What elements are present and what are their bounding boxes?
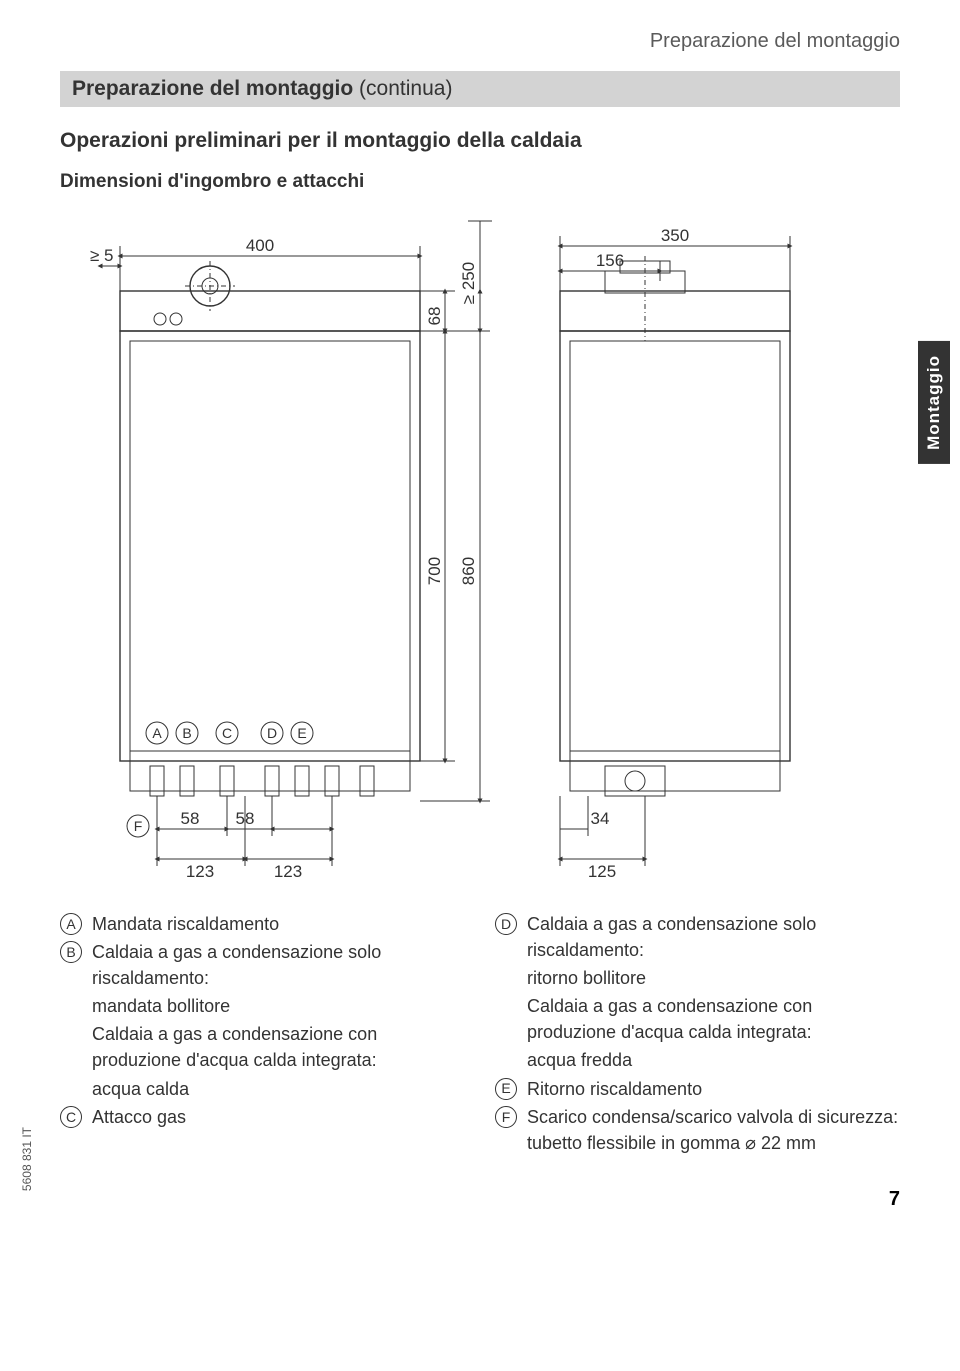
section-heading: Operazioni preliminari per il montaggio … xyxy=(60,129,900,153)
legend-letter: D xyxy=(495,913,517,935)
header-breadcrumb: Preparazione del montaggio xyxy=(60,30,900,53)
svg-text:125: 125 xyxy=(588,862,616,881)
legend-item: D Caldaia a gas a condensazione solo risc… xyxy=(495,911,900,963)
svg-text:≥ 5: ≥ 5 xyxy=(90,246,114,265)
legend-item: Caldaia a gas a condensazione con produz… xyxy=(495,993,900,1045)
legend-text: Caldaia a gas a condensazione con produz… xyxy=(92,1021,465,1073)
legend-item: acqua calda xyxy=(60,1076,465,1102)
legend-letter: E xyxy=(495,1078,517,1100)
legend-col-left: A Mandata riscaldamento B Caldaia a gas a c… xyxy=(60,911,465,1158)
legend-text: Ritorno riscaldamento xyxy=(527,1076,900,1102)
svg-text:D: D xyxy=(267,725,277,741)
svg-text:123: 123 xyxy=(186,862,214,881)
dimension-diagram: Montaggio xyxy=(60,211,900,891)
svg-text:350: 350 xyxy=(661,226,689,245)
subheading: Dimensioni d'ingombro e attacchi xyxy=(60,171,900,193)
legend-col-right: D Caldaia a gas a condensazione solo risc… xyxy=(495,911,900,1158)
svg-text:34: 34 xyxy=(591,809,610,828)
legend-item: acqua fredda xyxy=(495,1047,900,1073)
legend-text: Scarico condensa/scarico valvola di sicu… xyxy=(527,1104,900,1156)
legend-item: A Mandata riscaldamento xyxy=(60,911,465,937)
svg-text:58: 58 xyxy=(181,809,200,828)
svg-text:A: A xyxy=(152,725,162,741)
side-tab-montaggio: Montaggio xyxy=(918,341,950,464)
svg-text:B: B xyxy=(182,725,191,741)
legend-letter: A xyxy=(60,913,82,935)
svg-text:E: E xyxy=(297,725,306,741)
legend-item: mandata bollitore xyxy=(60,993,465,1019)
legend-text: acqua calda xyxy=(92,1076,465,1102)
legend-item: C Attacco gas xyxy=(60,1104,465,1130)
svg-text:123: 123 xyxy=(274,862,302,881)
legend-letter: C xyxy=(60,1106,82,1128)
legend-letter: F xyxy=(495,1106,517,1128)
legend-text: Caldaia a gas a condensazione con produz… xyxy=(527,993,900,1045)
title-continua: (continua) xyxy=(353,77,452,100)
svg-text:700: 700 xyxy=(425,557,444,585)
svg-text:F: F xyxy=(134,818,143,834)
legend-text: acqua fredda xyxy=(527,1047,900,1073)
legend-text: Attacco gas xyxy=(92,1104,465,1130)
legend-text: Mandata riscaldamento xyxy=(92,911,465,937)
legend-item: ritorno bollitore xyxy=(495,965,900,991)
page-number: 7 xyxy=(60,1188,900,1211)
legend: A Mandata riscaldamento B Caldaia a gas a c… xyxy=(60,911,900,1158)
section-title-bar: Preparazione del montaggio (continua) xyxy=(60,71,900,107)
svg-text:C: C xyxy=(222,725,232,741)
doc-code: 5608 831 IT xyxy=(20,1127,34,1191)
legend-text: Caldaia a gas a condensazione solo risca… xyxy=(527,911,900,963)
svg-text:156: 156 xyxy=(596,251,624,270)
svg-text:58: 58 xyxy=(236,809,255,828)
legend-text: Caldaia a gas a condensazione solo risca… xyxy=(92,939,465,991)
svg-text:400: 400 xyxy=(246,236,274,255)
legend-item: E Ritorno riscaldamento xyxy=(495,1076,900,1102)
legend-item: Caldaia a gas a condensazione con produz… xyxy=(60,1021,465,1073)
legend-text: mandata bollitore xyxy=(92,993,465,1019)
legend-item: B Caldaia a gas a condensazione solo risc… xyxy=(60,939,465,991)
legend-letter: B xyxy=(60,941,82,963)
svg-text:860: 860 xyxy=(459,557,478,585)
legend-item: F Scarico condensa/scarico valvola di sic… xyxy=(495,1104,900,1156)
title-main: Preparazione del montaggio xyxy=(72,77,353,100)
legend-text: ritorno bollitore xyxy=(527,965,900,991)
svg-text:68: 68 xyxy=(425,307,444,326)
svg-text:≥ 250: ≥ 250 xyxy=(459,262,478,304)
